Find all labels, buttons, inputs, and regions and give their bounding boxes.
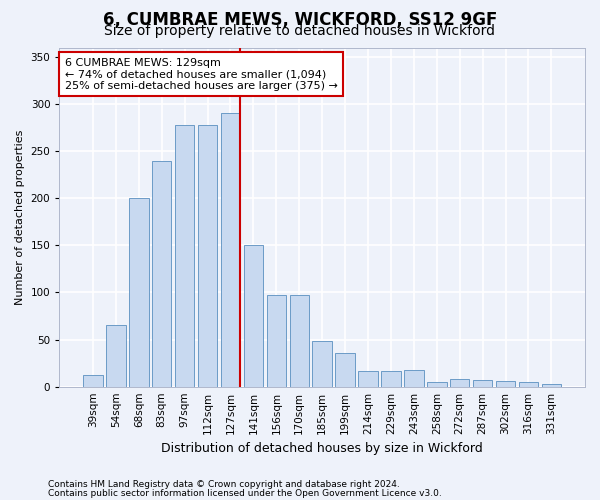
Bar	[335, 353, 355, 386]
Bar	[404, 370, 424, 386]
X-axis label: Distribution of detached houses by size in Wickford: Distribution of detached houses by size …	[161, 442, 483, 455]
Bar	[313, 342, 332, 386]
Bar	[381, 370, 401, 386]
Text: Contains public sector information licensed under the Open Government Licence v3: Contains public sector information licen…	[48, 488, 442, 498]
Bar	[266, 296, 286, 386]
Bar	[519, 382, 538, 386]
Bar	[542, 384, 561, 386]
Text: Size of property relative to detached houses in Wickford: Size of property relative to detached ho…	[104, 24, 496, 38]
Bar	[175, 125, 194, 386]
Bar	[427, 382, 446, 386]
Text: 6, CUMBRAE MEWS, WICKFORD, SS12 9GF: 6, CUMBRAE MEWS, WICKFORD, SS12 9GF	[103, 11, 497, 29]
Bar	[358, 370, 378, 386]
Text: Contains HM Land Registry data © Crown copyright and database right 2024.: Contains HM Land Registry data © Crown c…	[48, 480, 400, 489]
Y-axis label: Number of detached properties: Number of detached properties	[15, 130, 25, 305]
Text: 6 CUMBRAE MEWS: 129sqm
← 74% of detached houses are smaller (1,094)
25% of semi-: 6 CUMBRAE MEWS: 129sqm ← 74% of detached…	[65, 58, 337, 91]
Bar	[83, 376, 103, 386]
Bar	[129, 198, 149, 386]
Bar	[152, 160, 172, 386]
Bar	[290, 296, 309, 386]
Bar	[198, 125, 217, 386]
Bar	[496, 381, 515, 386]
Bar	[473, 380, 493, 386]
Bar	[221, 114, 240, 386]
Bar	[244, 246, 263, 386]
Bar	[106, 326, 125, 386]
Bar	[450, 379, 469, 386]
